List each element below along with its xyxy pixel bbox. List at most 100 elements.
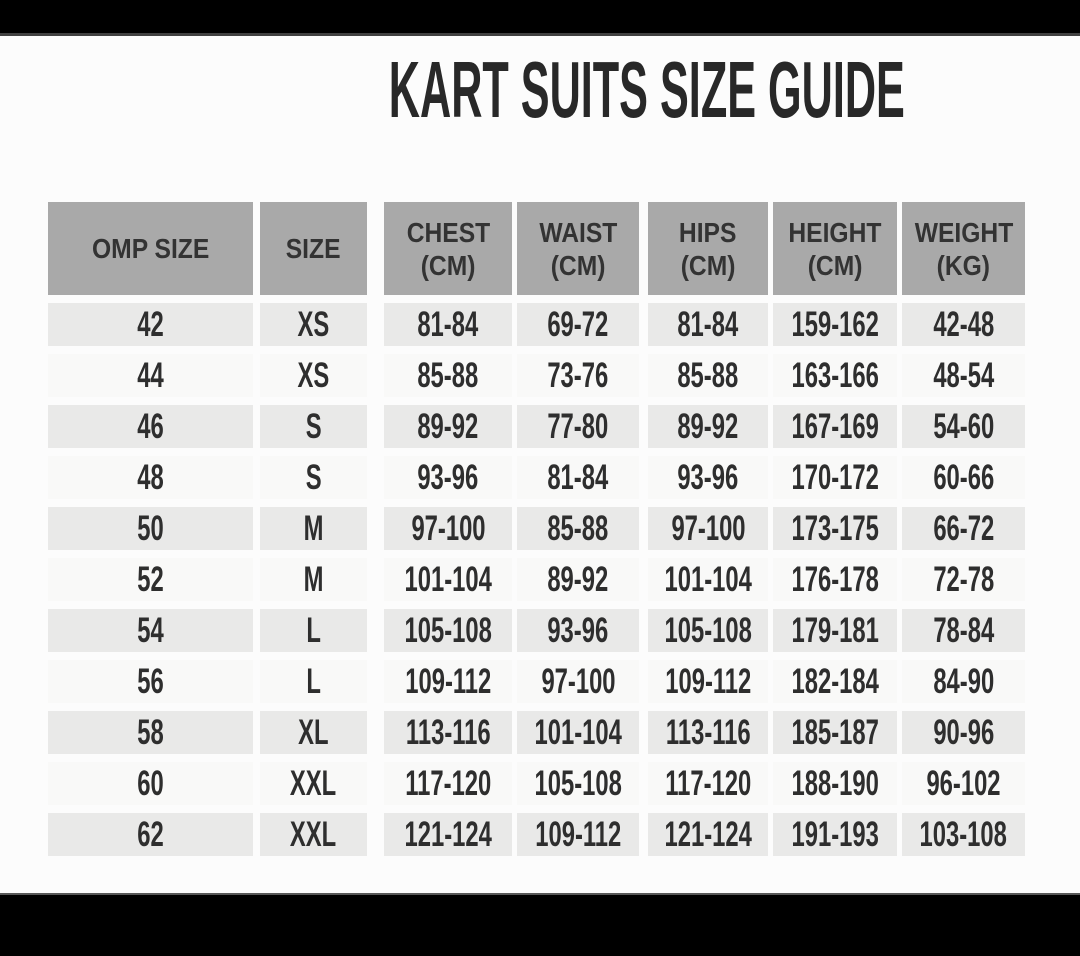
table-cell: 81-84 (517, 456, 639, 499)
table-cell: 62 (48, 813, 253, 856)
table-cell-value: 105-108 (404, 611, 492, 650)
table-cell-value: 48 (137, 458, 164, 497)
table-cell: 89-92 (648, 405, 768, 448)
table-cell: 46 (48, 405, 253, 448)
table-cell: 66-72 (902, 507, 1025, 550)
column-header-label: SIZE (286, 233, 341, 264)
table-cell-value: 109-112 (664, 662, 752, 701)
table-cell-value: 62 (137, 815, 164, 854)
table-cell-value: 170-172 (791, 458, 879, 497)
table-cell-value: 85-88 (547, 509, 609, 548)
table-cell: XS (260, 303, 367, 346)
table-cell-value: 105-108 (664, 611, 752, 650)
column-header-weight: WEIGHT (KG) (902, 202, 1025, 295)
table-cell-value: 69-72 (547, 305, 609, 344)
table-cell: 176-178 (773, 558, 897, 601)
table-row: 42 XS 81-84 69-72 81-84 159-162 42-48 (48, 303, 1025, 346)
table-cell: 113-116 (648, 711, 768, 754)
table-cell: 191-193 (773, 813, 897, 856)
table-cell-value: 46 (137, 407, 164, 446)
table-cell: 78-84 (902, 609, 1025, 652)
table-cell-value: 121-124 (404, 815, 492, 854)
table-cell-value: 109-112 (404, 662, 492, 701)
table-cell: 105-108 (648, 609, 768, 652)
table-cell: 56 (48, 660, 253, 703)
table-cell: 85-88 (648, 354, 768, 397)
table-cell: 60 (48, 762, 253, 805)
table-cell: 42 (48, 303, 253, 346)
table-cell: 159-162 (773, 303, 897, 346)
table-cell: 54 (48, 609, 253, 652)
table-cell-value: L (306, 662, 321, 701)
table-cell: 105-108 (517, 762, 639, 805)
table-cell-value: 121-124 (664, 815, 752, 854)
table-cell: 48 (48, 456, 253, 499)
table-cell-value: 101-104 (534, 713, 622, 752)
column-header-label: HIPS (679, 216, 737, 248)
bottom-letterbox-bar (0, 893, 1080, 956)
table-cell-value: M (303, 509, 324, 548)
table-cell: 109-112 (384, 660, 512, 703)
table-cell-value: 81-84 (677, 305, 739, 344)
table-cell: 60-66 (902, 456, 1025, 499)
table-cell: 105-108 (384, 609, 512, 652)
table-cell-value: 77-80 (547, 407, 609, 446)
table-cell: 85-88 (517, 507, 639, 550)
table-row: 48 S 93-96 81-84 93-96 170-172 60-66 (48, 456, 1025, 499)
table-cell: 121-124 (648, 813, 768, 856)
table-cell-value: 97-100 (670, 509, 746, 548)
table-cell-value: 58 (137, 713, 164, 752)
table-cell: 97-100 (384, 507, 512, 550)
table-cell: 163-166 (773, 354, 897, 397)
size-guide-table: OMP SIZE SIZE CHEST (CM) WAIST (CM) HIPS… (48, 202, 1025, 856)
table-cell: 188-190 (773, 762, 897, 805)
table-cell-value: 60-66 (933, 458, 994, 497)
column-header-hips: HIPS (CM) (648, 202, 768, 295)
table-cell-value: XS (297, 356, 330, 395)
table-row: 62 XXL 121-124 109-112 121-124 191-193 103-108 (48, 813, 1025, 856)
table-cell: 42-48 (902, 303, 1025, 346)
table-cell: 109-112 (648, 660, 768, 703)
table-cell-value: 81-84 (547, 458, 609, 497)
table-cell: 113-116 (384, 711, 512, 754)
table-cell: 117-120 (648, 762, 768, 805)
table-header-row: OMP SIZE SIZE CHEST (CM) WAIST (CM) HIPS… (48, 202, 1025, 295)
column-header-unit: (CM) (807, 249, 863, 281)
table-cell-value: 97-100 (540, 662, 616, 701)
table-cell: 101-104 (517, 711, 639, 754)
table-cell-value: XXL (290, 815, 337, 854)
table-cell: 121-124 (384, 813, 512, 856)
table-cell-value: 159-162 (791, 305, 879, 344)
table-cell: 73-76 (517, 354, 639, 397)
table-cell-value: 167-169 (791, 407, 879, 446)
table-cell: M (260, 507, 367, 550)
table-cell-value: XL (298, 713, 329, 752)
table-row: 56 L 109-112 97-100 109-112 182-184 84-90 (48, 660, 1025, 703)
page-title: KART SUITS SIZE GUIDE (388, 45, 906, 134)
table-cell: 101-104 (648, 558, 768, 601)
table-cell-value: 113-116 (665, 713, 751, 752)
table-cell: 117-120 (384, 762, 512, 805)
top-letterbox-bar (0, 0, 1080, 36)
table-cell: L (260, 660, 367, 703)
column-header-label: WAIST (538, 216, 618, 248)
table-row: 52 M 101-104 89-92 101-104 176-178 72-78 (48, 558, 1025, 601)
table-cell-value: 97-100 (410, 509, 486, 548)
table-cell: L (260, 609, 367, 652)
column-header-unit: (CM) (420, 249, 476, 281)
table-row: 50 M 97-100 85-88 97-100 173-175 66-72 (48, 507, 1025, 550)
table-cell: 50 (48, 507, 253, 550)
title-container: KART SUITS SIZE GUIDE (0, 50, 1080, 130)
column-header-unit: (KG) (936, 249, 991, 281)
table-cell: 48-54 (902, 354, 1025, 397)
column-header-label: OMP SIZE (91, 233, 210, 264)
table-cell: 81-84 (648, 303, 768, 346)
table-cell-value: 73-76 (547, 356, 609, 395)
column-header-height: HEIGHT (CM) (773, 202, 897, 295)
table-cell: 170-172 (773, 456, 897, 499)
table-cell: 96-102 (902, 762, 1025, 805)
table-cell: 103-108 (902, 813, 1025, 856)
column-header-unit: (CM) (550, 249, 606, 281)
table-cell: S (260, 405, 367, 448)
table-body: 42 XS 81-84 69-72 81-84 159-162 42-48 44 XS 85-88… (48, 303, 1025, 856)
